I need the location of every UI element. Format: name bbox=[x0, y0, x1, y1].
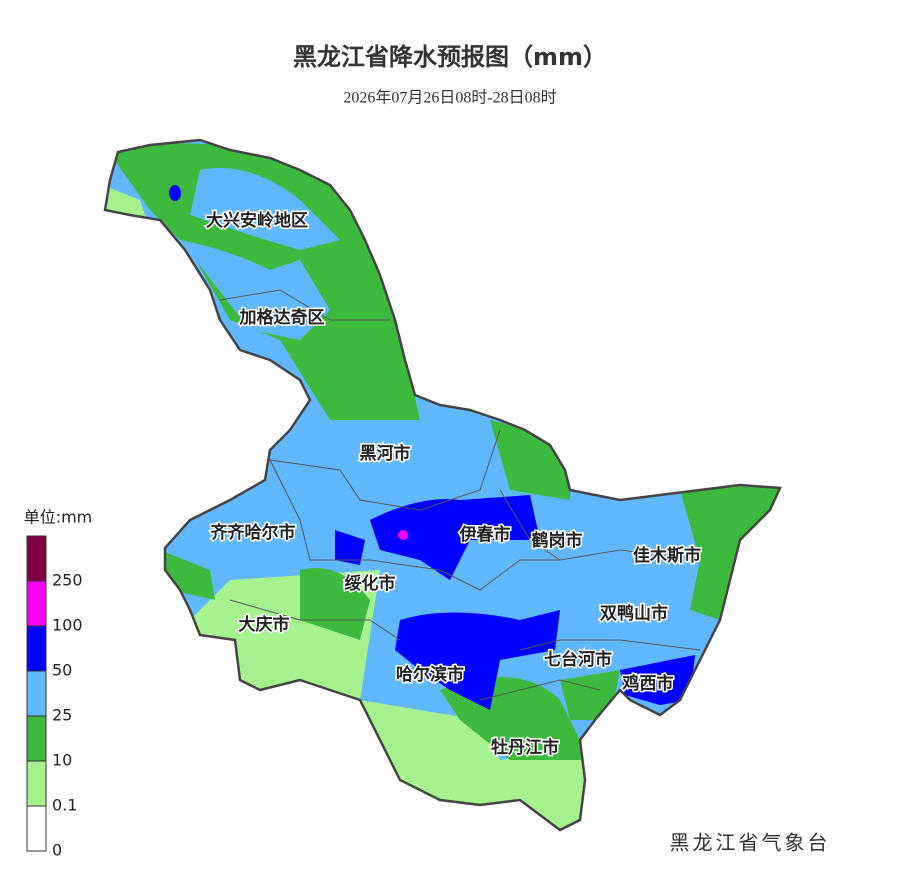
region-label: 七台河市 bbox=[544, 649, 612, 670]
legend-swatch bbox=[26, 715, 47, 762]
region-label: 齐齐哈尔市 bbox=[211, 522, 296, 543]
footer: 黑龙江省气象台 bbox=[670, 832, 831, 855]
region-label: 黑河市 bbox=[360, 443, 411, 464]
legend-label: 0.1 bbox=[52, 796, 77, 815]
legend-label: 250 bbox=[52, 571, 83, 590]
legend-title: 单位:mm bbox=[24, 508, 93, 527]
map-subtitle: 2026年07月26日08时-28日08时 bbox=[343, 89, 556, 107]
legend-swatch bbox=[26, 535, 47, 582]
region-label: 加格达奇区 bbox=[239, 307, 325, 328]
region-label: 大庆市 bbox=[239, 614, 290, 635]
region-label: 双鸭山市 bbox=[600, 603, 668, 624]
region-label: 哈尔滨市 bbox=[396, 664, 464, 685]
region-label: 大兴安岭地区 bbox=[206, 210, 308, 231]
legend-swatch bbox=[26, 580, 47, 627]
legend-label: 10 bbox=[52, 751, 72, 770]
legend-label: 50 bbox=[52, 661, 72, 680]
legend-label: 100 bbox=[52, 616, 83, 635]
legend-label: 0 bbox=[52, 841, 62, 860]
region-borders bbox=[219, 289, 701, 701]
region-label: 伊春市 bbox=[459, 524, 511, 545]
region-label: 鸡西市 bbox=[622, 673, 674, 694]
legend-swatch bbox=[26, 760, 47, 807]
legend-swatch bbox=[26, 670, 47, 717]
region-label: 绥化市 bbox=[345, 573, 396, 594]
legend: 单位:mm 0 0.1 10 25 50 100 250 bbox=[24, 508, 93, 860]
region-label: 牡丹江市 bbox=[491, 737, 559, 758]
region-label: 鹤岗市 bbox=[532, 530, 583, 551]
legend-swatch bbox=[26, 805, 47, 852]
legend-label: 25 bbox=[52, 706, 72, 725]
map-title: 黑龙江省降水预报图（mm） bbox=[293, 43, 607, 71]
region-label: 佳木斯市 bbox=[633, 545, 701, 566]
legend-swatch bbox=[26, 625, 47, 672]
